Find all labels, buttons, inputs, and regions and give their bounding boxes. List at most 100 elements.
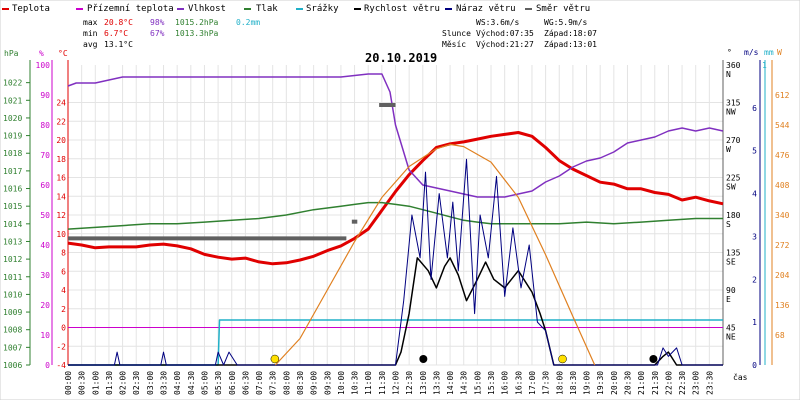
direction-tick-label: 180 [726,211,741,220]
legend-label-naraz-vetru: Náraz větru [456,4,516,14]
direction-compass-label: N [726,70,731,79]
x-tick-label: 23:30 [705,371,714,395]
x-tick-label: 13:00 [419,371,428,395]
temperature-tick-label: 4 [61,286,66,295]
direction-tick-label: 135 [726,249,741,258]
humidity-unit: % [39,49,44,58]
x-tick-label: 14:00 [446,371,455,395]
stat-min-press: 1013.3hPa [175,29,219,38]
solar-tick-label: 476 [775,151,790,160]
pressure-tick-label: 1006 [3,361,22,370]
temperature-tick-label: 0 [61,324,66,333]
x-tick-label: 01:30 [105,371,114,395]
temperature-tick-label: 24 [56,99,66,108]
sunrise-marker [270,354,280,364]
x-tick-label: 00:30 [78,371,87,395]
direction-tick-label: 225 [726,174,741,183]
x-tick-label: 07:30 [269,371,278,395]
x-tick-label: 15:00 [473,371,482,395]
wind-tick-label: 2 [752,275,757,284]
x-tick-label: 03:00 [146,371,155,395]
legend-label-teplota: Teplota [12,4,50,14]
humidity-tick-label: 80 [40,121,50,130]
direction-compass-label: SE [726,258,736,267]
x-tick-label: 05:00 [200,371,209,395]
series-line-0 [67,131,724,266]
pressure-tick-label: 1017 [3,167,22,176]
x-tick-label: 03:30 [160,371,169,395]
x-tick-label: 06:30 [241,371,250,395]
solar-tick-label: 340 [775,211,790,220]
solar-tick-label: 408 [775,181,790,190]
rain-tick-label: 1 [762,61,767,70]
solar-tick-label: 272 [775,241,790,250]
stat-min-temp: 6.7°C [104,29,129,38]
x-tick-label: 01:00 [91,371,100,395]
direction-compass-label: SW [726,183,736,192]
stat-avg-temp: 13.1°C [104,40,133,49]
wind-tick-label: 4 [752,190,757,199]
stat-sun-rise: Východ:07:35 [476,29,534,38]
wind-tick-label: 5 [752,147,757,156]
x-tick-label: 18:00 [555,371,564,395]
direction-unit: ° [727,48,732,57]
x-tick-label: 13:30 [432,371,441,395]
wind-tick-label: 1 [752,318,757,327]
temperature-tick-label: 12 [56,211,66,220]
x-tick-label: 02:00 [119,371,128,395]
temperature-tick-label: 14 [56,192,66,201]
direction-compass-label: NE [726,333,736,342]
pressure-tick-label: 1013 [3,237,22,246]
humidity-tick-label: 50 [40,211,50,220]
moonset-marker [419,355,428,363]
x-tick-label: 12:00 [392,371,401,395]
pressure-tick-label: 1012 [3,255,22,264]
x-tick-label: 08:00 [282,371,291,395]
direction-tick-label: 315 [726,99,741,108]
direction-tick-label: 90 [726,286,736,295]
x-tick-label: 09:30 [323,371,332,395]
x-tick-label: 11:00 [364,371,373,395]
x-tick-label: 10:00 [337,371,346,395]
stat-ws: WS:3.6m/s [476,18,520,27]
solar-tick-label: 68 [775,331,785,340]
legend-swatch-1 [76,8,83,10]
x-tick-label: 02:30 [132,371,141,395]
direction-tick-label: 360 [726,61,741,70]
x-tick-label: 21:00 [637,371,646,395]
pressure-tick-label: 1007 [3,343,22,352]
x-tick-label: 00:00 [64,371,73,395]
x-tick-label: 08:30 [296,371,305,395]
direction-compass-label: S [726,220,731,229]
pressure-tick-label: 1019 [3,132,22,141]
solar-tick-label: 204 [775,271,790,280]
x-tick-label: 21:30 [651,371,660,395]
temperature-tick-label: 18 [56,155,66,164]
x-tick-label: 20:30 [623,371,632,395]
series-line-3 [67,201,723,230]
temperature-tick-label: 2 [61,305,66,314]
solar-unit: W [777,48,782,57]
stat-min-hum: 67% [150,29,165,38]
legend-swatch-5 [354,8,361,10]
x-tick-label: 22:00 [664,371,673,395]
temperature-tick-label: 22 [56,117,66,126]
moonrise-marker [649,355,658,363]
pressure-tick-label: 1021 [3,96,22,105]
humidity-tick-label: 40 [40,241,50,250]
x-tick-label: 06:00 [228,371,237,395]
solar-tick-label: 136 [775,301,790,310]
x-tick-label: 16:00 [501,371,510,395]
stat-wg: WG:5.9m/s [544,18,588,27]
humidity-tick-label: 60 [40,181,50,190]
legend-swatch-4 [296,8,303,10]
direction-tick-label: 45 [726,324,736,333]
direction-compass-label: E [726,295,731,304]
direction-compass-label: W [726,145,731,154]
pressure-tick-label: 1014 [3,220,22,229]
stat-max-label: max [83,18,98,27]
pressure-tick-label: 1018 [3,149,22,158]
rain-unit: mm [764,48,774,57]
stat-moon-set: Západ:13:01 [544,40,597,49]
x-tick-label: 15:30 [487,371,496,395]
